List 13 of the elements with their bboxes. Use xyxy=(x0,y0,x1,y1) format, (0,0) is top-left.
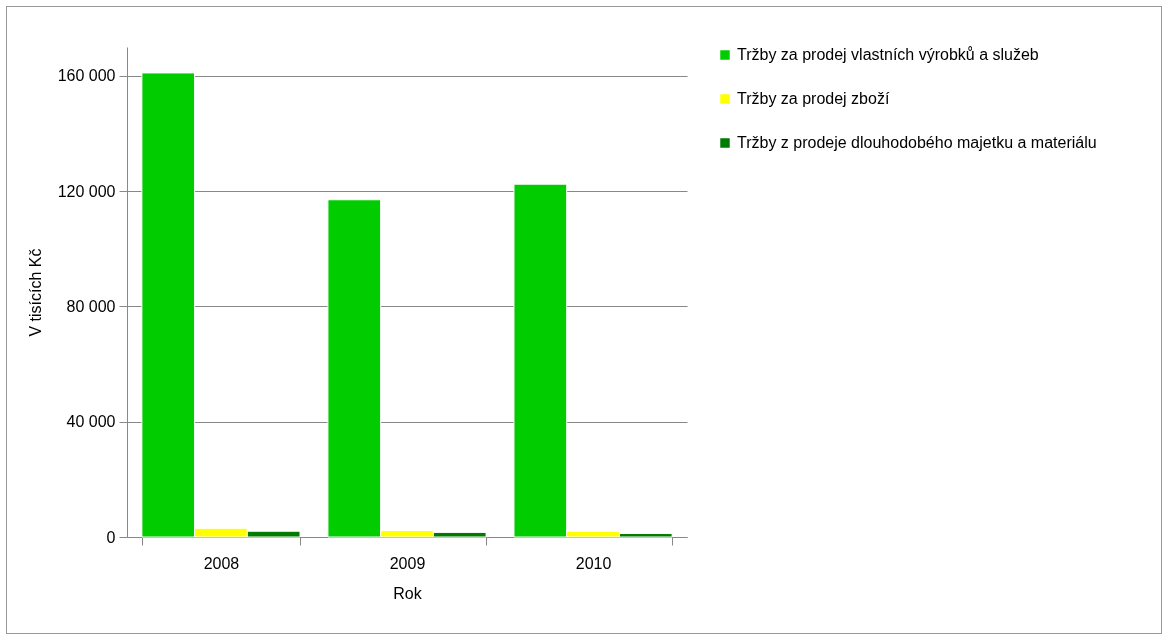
y-axis-title: V tisících Kč xyxy=(26,248,44,337)
y-tick-label: 120 000 xyxy=(57,182,116,200)
legend-label: Tržby za prodej zboží xyxy=(737,90,890,107)
x-tick-label: 2009 xyxy=(389,554,426,572)
y-tick-label: 0 xyxy=(106,528,116,546)
x-axis-title: Rok xyxy=(393,584,423,602)
x-tick-label: 2010 xyxy=(575,554,612,572)
y-tick-label: 160 000 xyxy=(57,67,116,85)
x-tick-label: 2008 xyxy=(203,554,240,572)
y-tick-label: 80 000 xyxy=(66,297,116,315)
y-tick-label: 40 000 xyxy=(66,413,116,431)
legend-label: Tržby za prodej vlastních výrobků a služeb xyxy=(737,46,1039,63)
legend-label: Tržby z prodeje dlouhodobého majetku a materiálu xyxy=(737,134,1097,151)
